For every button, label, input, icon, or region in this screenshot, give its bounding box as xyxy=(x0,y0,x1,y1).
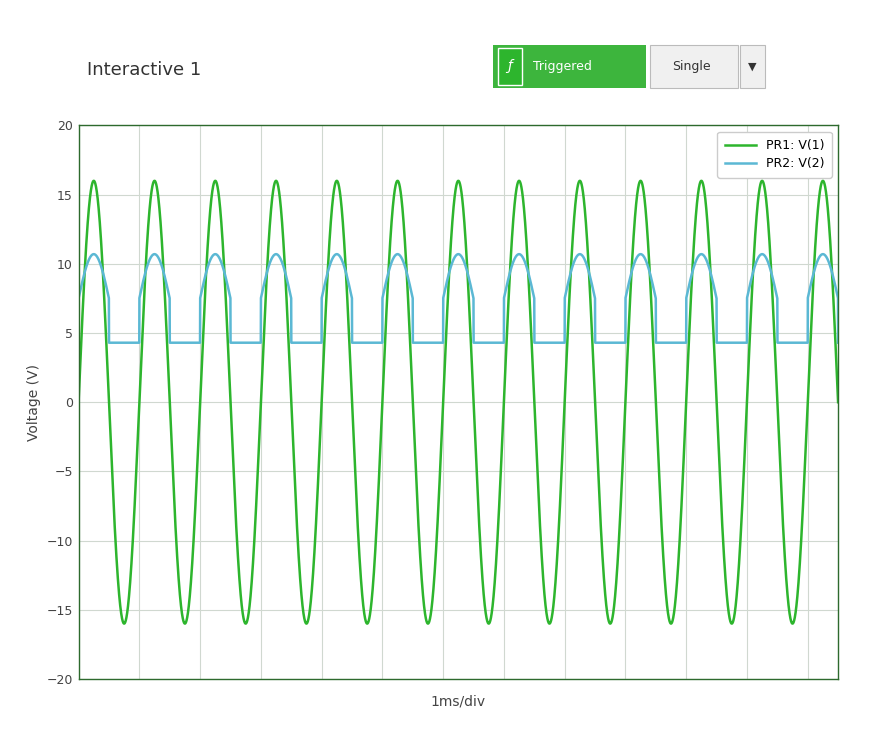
X-axis label: 1ms/div: 1ms/div xyxy=(430,695,486,709)
FancyBboxPatch shape xyxy=(498,48,522,85)
PR2: V(2): (6.11, 9.59): V(2): (6.11, 9.59) xyxy=(444,265,455,274)
PR1: V(1): (0.25, 16): V(1): (0.25, 16) xyxy=(88,176,99,185)
PR2: V(2): (11.8, 4.3): V(2): (11.8, 4.3) xyxy=(793,338,803,347)
Y-axis label: Voltage (V): Voltage (V) xyxy=(27,364,41,441)
Legend: PR1: V(1), PR2: V(2): PR1: V(1), PR2: V(2) xyxy=(717,131,832,178)
PR1: V(1): (0, 0): V(1): (0, 0) xyxy=(73,398,84,407)
PR2: V(2): (2.45, 8.44): V(2): (2.45, 8.44) xyxy=(223,281,233,290)
Text: ƒ: ƒ xyxy=(507,60,512,73)
PR1: V(1): (2.45, 4.68): V(1): (2.45, 4.68) xyxy=(223,333,233,342)
PR1: V(1): (0.519, -1.89): V(1): (0.519, -1.89) xyxy=(105,424,115,432)
PR1: V(1): (0.0563, 5.54): V(1): (0.0563, 5.54) xyxy=(77,321,87,330)
Text: Interactive 1: Interactive 1 xyxy=(87,61,202,79)
FancyBboxPatch shape xyxy=(650,45,738,88)
Text: ▼: ▼ xyxy=(748,61,757,72)
PR2: V(2): (0.25, 10.7): V(2): (0.25, 10.7) xyxy=(88,249,99,258)
PR2: V(2): (0.75, 4.3): V(2): (0.75, 4.3) xyxy=(119,338,129,347)
PR2: V(2): (12.5, 4.3): V(2): (12.5, 4.3) xyxy=(833,338,843,347)
FancyBboxPatch shape xyxy=(493,45,646,88)
PR1: V(1): (6.11, 10.4): V(1): (6.11, 10.4) xyxy=(444,253,455,262)
PR2: V(2): (0.0563, 8.61): V(2): (0.0563, 8.61) xyxy=(77,279,87,288)
Line: PR2: V(2): PR2: V(2) xyxy=(79,254,838,342)
PR2: V(2): (0.5, 4.3): V(2): (0.5, 4.3) xyxy=(104,338,114,347)
PR1: V(1): (12.5, -7.86e-15): V(1): (12.5, -7.86e-15) xyxy=(833,398,843,407)
Text: ⚙: ⚙ xyxy=(844,9,858,24)
Text: Single: Single xyxy=(672,60,711,73)
PR2: V(2): (0, 7.5): V(2): (0, 7.5) xyxy=(73,294,84,303)
PR1: V(1): (0.75, -16): V(1): (0.75, -16) xyxy=(119,619,129,628)
PR1: V(1): (0.749, -16): V(1): (0.749, -16) xyxy=(119,619,129,628)
PR1: V(1): (11.8, -13.5): V(1): (11.8, -13.5) xyxy=(793,584,803,593)
PR2: V(2): (0.52, 4.3): V(2): (0.52, 4.3) xyxy=(105,338,115,347)
Line: PR1: V(1): PR1: V(1) xyxy=(79,181,838,624)
FancyBboxPatch shape xyxy=(740,45,765,88)
Text: Triggered: Triggered xyxy=(533,60,591,73)
